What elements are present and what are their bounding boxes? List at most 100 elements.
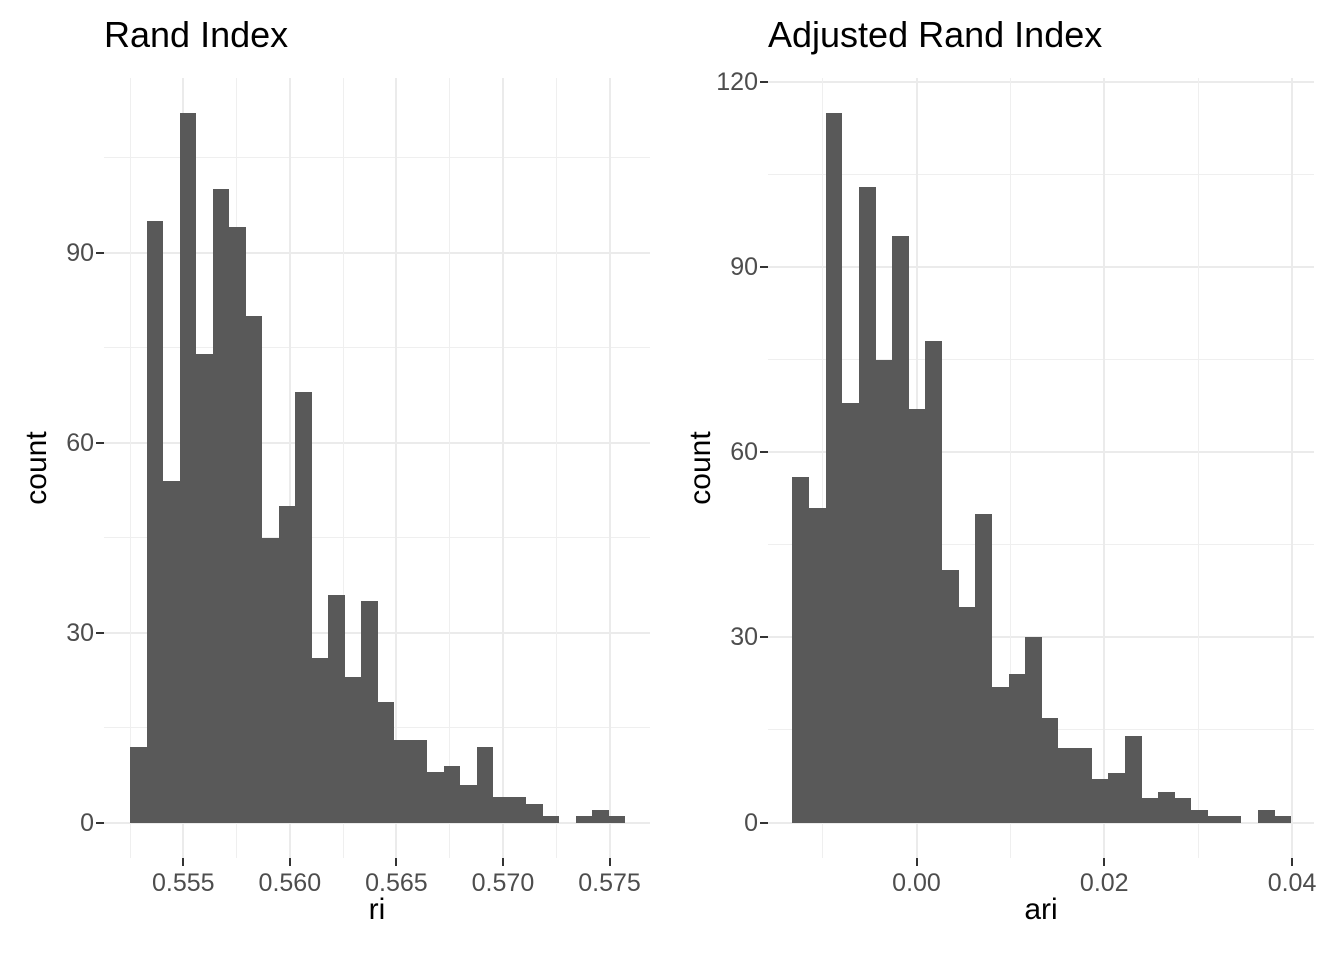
gridline-major-y (768, 266, 1314, 269)
x-tick-mark (608, 858, 611, 866)
x-tick-label: 0.575 (578, 869, 641, 897)
y-tick-label: 60 (730, 438, 758, 467)
gridline-major-x (395, 78, 398, 858)
x-tick-mark (1103, 858, 1106, 866)
histogram-bar (609, 816, 625, 823)
gridline-minor-x (1197, 78, 1199, 858)
gridline-minor-x (342, 78, 344, 858)
x-tick-label: 0.570 (471, 869, 535, 897)
x-tick-label: 0.565 (365, 869, 428, 897)
histogram-bar (1058, 748, 1075, 823)
gridline-minor-y (768, 174, 1314, 176)
histogram-bar (1042, 717, 1058, 823)
histogram-bar (842, 402, 859, 823)
histogram-bar (1225, 816, 1241, 823)
x-tick-mark (915, 858, 918, 866)
gridline-major-x (1103, 78, 1106, 858)
y-tick-label: 30 (730, 623, 758, 652)
x-tick-mark (395, 858, 398, 866)
gridline-minor-y (768, 359, 1314, 361)
histogram-bar (163, 480, 180, 823)
y-tick-mark (96, 821, 104, 824)
histogram-bar (1075, 748, 1092, 823)
histogram-bar (328, 594, 345, 823)
histogram-bar (959, 606, 975, 823)
histogram-bar (1275, 816, 1291, 823)
histogram-bar (576, 816, 592, 823)
histogram-bar (130, 746, 147, 823)
x-axis-title: ari (1024, 893, 1058, 926)
gridline-major-y (104, 251, 650, 254)
gridline-minor-y (104, 347, 650, 349)
histogram-bar (411, 740, 427, 823)
histogram-bar (345, 676, 361, 823)
y-tick-label: 30 (66, 618, 94, 647)
histogram-bar (229, 227, 246, 823)
histogram-bar (792, 476, 809, 823)
histogram-bar (279, 505, 295, 823)
histogram-bar (592, 809, 609, 823)
histogram-bar (460, 784, 477, 823)
histogram-bar (526, 803, 543, 823)
gridline-major-y (768, 81, 1314, 83)
histogram-bar (942, 569, 959, 823)
y-axis-title: count (684, 431, 717, 505)
x-tick-label: 0.02 (1079, 869, 1129, 897)
gridline-major-y (768, 451, 1314, 454)
y-tick-mark (760, 266, 768, 269)
y-tick-mark (760, 821, 768, 824)
gridline-minor-y (768, 544, 1314, 546)
y-tick-label: 90 (66, 238, 94, 267)
x-tick-label: 0.00 (892, 869, 941, 897)
histogram-bar (378, 702, 394, 823)
histogram-bar (1175, 797, 1191, 823)
histogram-bar (909, 409, 925, 823)
histogram-bar (262, 537, 279, 823)
gridline-major-y (104, 441, 650, 444)
gridline-major-y (104, 821, 650, 824)
gridline-minor-y (104, 537, 650, 539)
x-axis-title: ri (368, 893, 386, 926)
histogram-bar (180, 113, 196, 823)
histogram-bar (510, 797, 526, 823)
histogram-bar (444, 765, 460, 823)
histogram-bar (1125, 736, 1142, 823)
chart-title: Adjusted Rand Index (768, 14, 1103, 55)
gridline-minor-x (555, 78, 557, 858)
histogram-bar (1191, 810, 1208, 823)
histogram-bar (427, 771, 444, 823)
gridline-major-y (768, 821, 1314, 824)
histogram-bar (1009, 674, 1025, 823)
histogram-bar (246, 316, 262, 823)
gridline-minor-x (1009, 78, 1011, 858)
y-tick-mark (96, 251, 104, 254)
x-tick-mark (288, 858, 291, 866)
y-tick-label: 0 (744, 808, 758, 837)
histogram-bar (147, 221, 163, 823)
gridline-minor-x (449, 78, 451, 858)
histogram-bar (975, 513, 992, 823)
histogram-bar (1258, 810, 1275, 823)
x-tick-mark (182, 858, 185, 866)
gridline-major-x (608, 78, 611, 858)
histogram-bar (1025, 637, 1042, 823)
histogram-bar (876, 359, 892, 823)
x-tick-label: 0.560 (258, 869, 322, 897)
y-tick-label: 90 (730, 253, 758, 282)
histogram-bar (1208, 816, 1225, 823)
x-tick-label: 0.04 (1267, 869, 1317, 897)
histogram-bar (312, 657, 328, 823)
y-tick-label: 0 (80, 808, 94, 837)
histogram-bar (1158, 791, 1175, 823)
histogram-bar (543, 816, 559, 823)
gridline-minor-x (129, 78, 131, 858)
histogram-bar (809, 507, 826, 823)
gridline-major-x (1291, 78, 1294, 858)
y-tick-mark (760, 81, 768, 83)
y-tick-label: 120 (716, 68, 758, 97)
histogram-bar (196, 354, 213, 823)
histogram-bar (493, 797, 510, 823)
histogram-bar (1092, 779, 1108, 823)
